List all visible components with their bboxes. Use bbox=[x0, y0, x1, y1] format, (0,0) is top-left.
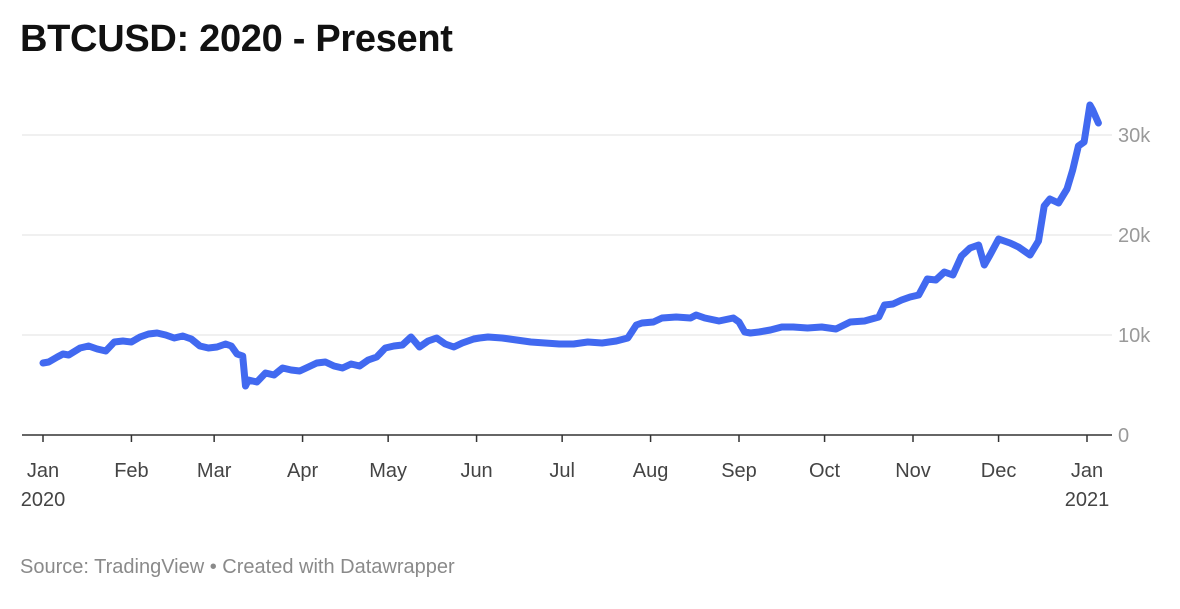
x-tick-year-label: 2020 bbox=[21, 489, 66, 511]
btc-price-line bbox=[39, 101, 1102, 390]
x-tick-label: Oct bbox=[809, 460, 841, 482]
chart-title: BTCUSD: 2020 - Present bbox=[20, 18, 453, 60]
x-tick-label: Jun bbox=[460, 460, 492, 482]
y-tick-label: 10k bbox=[1118, 325, 1151, 347]
y-tick-label: 0 bbox=[1118, 425, 1129, 447]
x-tick-label: Jan bbox=[1071, 460, 1103, 482]
x-tick-label: Dec bbox=[981, 460, 1017, 482]
x-tick-label: Mar bbox=[197, 460, 232, 482]
x-tick-label: Nov bbox=[895, 460, 931, 482]
x-tick-label: Jul bbox=[549, 460, 575, 482]
source-note: Source: TradingView • Created with Dataw… bbox=[20, 556, 455, 578]
x-tick-label: Feb bbox=[114, 460, 148, 482]
x-tick-label: May bbox=[369, 460, 407, 482]
x-tick-label: Aug bbox=[633, 460, 669, 482]
x-tick-year-label: 2021 bbox=[1065, 489, 1110, 511]
grid-lines bbox=[22, 134, 1112, 336]
y-tick-label: 30k bbox=[1118, 125, 1151, 147]
x-axis: Jan 2020 Feb Mar Apr May Jun Jul Aug Sep Oct Nov Dec… bbox=[21, 435, 1110, 511]
y-axis: 0 10k 20k 30k bbox=[1118, 125, 1151, 447]
x-tick-label: Apr bbox=[287, 460, 318, 482]
x-tick-label: Sep bbox=[721, 460, 757, 482]
y-tick-label: 20k bbox=[1118, 225, 1151, 247]
x-tick-label: Jan bbox=[27, 460, 59, 482]
